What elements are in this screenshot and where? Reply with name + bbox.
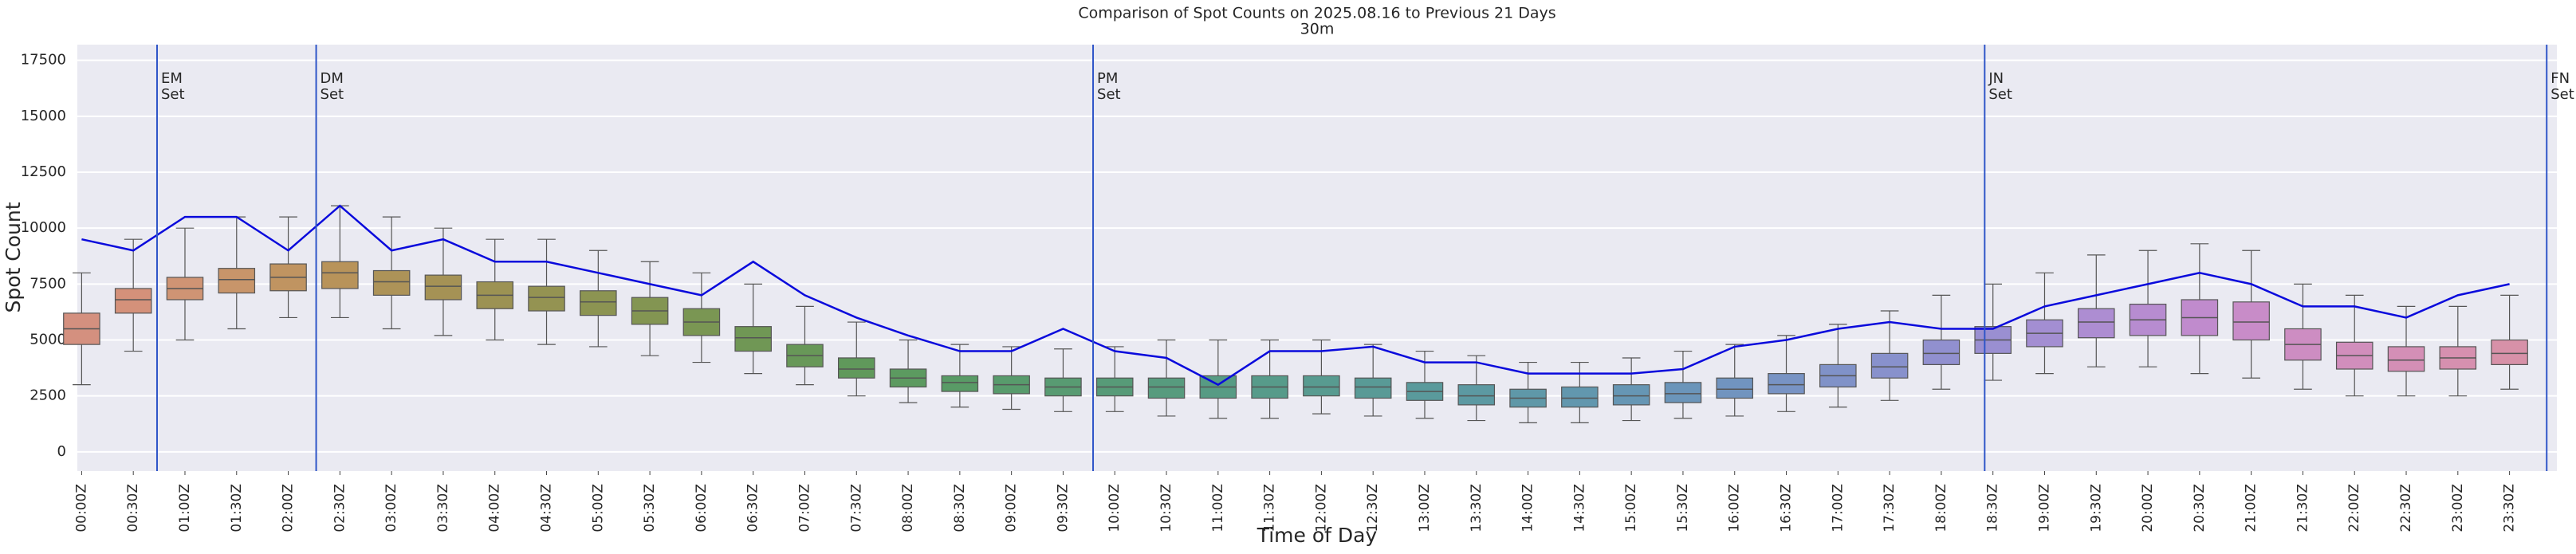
x-tick-label: 12:30Z — [1365, 484, 1381, 532]
box — [1768, 373, 1805, 395]
x-tick-label: 21:00Z — [2244, 484, 2259, 532]
x-tick-label: 03:00Z — [383, 484, 399, 532]
x-tick-label: 17:00Z — [1830, 484, 1846, 532]
event-label: FN — [2550, 70, 2570, 87]
x-tick-label: 08:30Z — [952, 484, 968, 532]
box — [580, 290, 617, 316]
x-tick-label: 22:30Z — [2398, 484, 2414, 532]
x-tick-label: 16:00Z — [1727, 484, 1743, 532]
box — [1716, 377, 1754, 399]
x-tick-label: 06:00Z — [694, 484, 710, 532]
box — [1303, 375, 1340, 397]
box — [1612, 384, 1650, 406]
x-tick-label: 05:00Z — [590, 484, 606, 532]
x-tick-label: 01:30Z — [229, 484, 245, 532]
event-label: Set — [321, 86, 344, 103]
y-tick-label: 17500 — [21, 52, 66, 69]
box — [424, 274, 462, 301]
box — [1664, 382, 1702, 403]
x-tick-label: 13:00Z — [1417, 484, 1433, 532]
box — [2232, 301, 2270, 341]
x-tick-label: 19:30Z — [2088, 484, 2104, 532]
x-tick-label: 11:30Z — [1262, 484, 1278, 532]
box — [2491, 339, 2528, 365]
x-tick-label: 00:30Z — [125, 484, 141, 532]
chart-subtitle: 30m — [1300, 21, 1335, 38]
box — [321, 261, 359, 289]
x-tick-label: 23:00Z — [2450, 484, 2466, 532]
x-tick-label: 15:00Z — [1623, 484, 1639, 532]
x-tick-label: 21:30Z — [2295, 484, 2311, 532]
x-tick-label: 10:30Z — [1158, 484, 1174, 532]
y-axis-title: Spot Count — [2, 202, 25, 312]
x-tick-label: 18:30Z — [1985, 484, 2001, 532]
event-label: DM — [321, 70, 344, 87]
box — [2077, 308, 2115, 339]
event-label: Set — [161, 86, 185, 103]
x-tick-label: 13:30Z — [1469, 484, 1485, 532]
x-tick-label: 12:00Z — [1313, 484, 1329, 532]
x-tick-label: 09:00Z — [1004, 484, 1020, 532]
comparison-line — [81, 204, 2510, 387]
box — [372, 269, 411, 296]
box — [114, 288, 152, 314]
x-tick-label: 02:00Z — [281, 484, 297, 532]
box — [1870, 352, 1909, 379]
x-tick-label: 06:30Z — [745, 484, 761, 532]
x-tick-label: 04:30Z — [539, 484, 555, 532]
x-tick-label: 11:00Z — [1210, 484, 1226, 532]
event-label: Set — [1988, 86, 2012, 103]
x-tick-label: 07:30Z — [848, 484, 864, 532]
x-tick-label: 07:00Z — [796, 484, 812, 532]
box — [528, 285, 565, 312]
x-tick-label: 02:30Z — [332, 484, 348, 532]
x-tick-label: 05:30Z — [642, 484, 658, 532]
event-label: PM — [1097, 70, 1118, 87]
x-tick-label: 16:30Z — [1779, 484, 1795, 532]
x-tick-label: 20:30Z — [2192, 484, 2208, 532]
x-tick-label: 17:30Z — [1882, 484, 1898, 532]
box — [1147, 377, 1186, 399]
event-label: Set — [2550, 86, 2574, 103]
plot-area — [77, 45, 2557, 471]
x-tick-label: 19:00Z — [2036, 484, 2052, 532]
x-tick-label: 10:00Z — [1107, 484, 1123, 532]
x-tick-label: 15:30Z — [1675, 484, 1691, 532]
box — [1561, 386, 1599, 408]
box — [1457, 384, 1496, 406]
x-tick-label: 18:00Z — [1933, 484, 1949, 532]
x-tick-label: 08:00Z — [900, 484, 916, 532]
x-tick-label: 14:30Z — [1571, 484, 1587, 532]
box — [1354, 377, 1392, 399]
y-tick-label: 7500 — [29, 275, 66, 292]
box — [218, 268, 256, 294]
x-tick-label: 09:30Z — [1055, 484, 1071, 532]
x-tick-label: 03:30Z — [435, 484, 451, 532]
x-tick-label: 01:00Z — [177, 484, 193, 532]
x-tick-label: 23:30Z — [2502, 484, 2518, 532]
x-tick-label: 20:00Z — [2140, 484, 2156, 532]
event-label: JN — [1988, 70, 2004, 87]
y-tick-label: 10000 — [21, 219, 66, 236]
box — [1922, 339, 1961, 365]
box — [941, 375, 979, 392]
x-tick-label: 22:00Z — [2346, 484, 2362, 532]
event-label: Set — [1097, 86, 1121, 103]
event-label: EM — [161, 70, 183, 87]
y-tick-label: 0 — [57, 443, 66, 460]
box — [734, 326, 772, 352]
y-tick-label: 2500 — [29, 387, 66, 404]
x-tick-label: 00:00Z — [73, 484, 89, 532]
box — [837, 357, 875, 379]
x-tick-label: 04:00Z — [487, 484, 503, 532]
y-tick-label: 15000 — [21, 108, 66, 124]
x-tick-label: 14:00Z — [1520, 484, 1536, 532]
y-tick-label: 12500 — [21, 163, 66, 180]
box — [2387, 346, 2425, 372]
y-tick-label: 5000 — [29, 332, 66, 348]
chart-title: Comparison of Spot Counts on 2025.08.16 … — [1078, 5, 1555, 22]
x-axis-title: Time of Day — [1257, 524, 1378, 547]
